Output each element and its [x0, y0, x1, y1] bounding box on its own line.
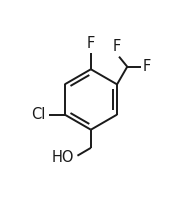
Text: Cl: Cl	[31, 107, 46, 122]
Text: F: F	[87, 36, 95, 51]
Text: HO: HO	[52, 150, 74, 165]
Text: F: F	[113, 39, 121, 54]
Text: F: F	[143, 59, 151, 74]
